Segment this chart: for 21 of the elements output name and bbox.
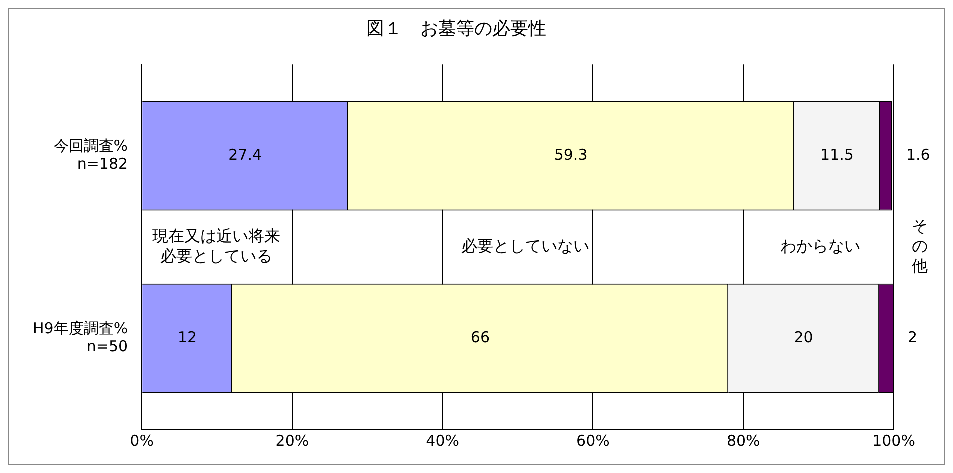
data-label: 2 bbox=[908, 328, 918, 347]
x-tick-label: 0% bbox=[130, 432, 154, 450]
data-label: 11.5 bbox=[820, 146, 854, 164]
y-tick-label: H9年度調査% n=50 bbox=[33, 320, 128, 356]
series-label: わからない bbox=[780, 236, 860, 256]
x-tick-label: 100% bbox=[872, 432, 916, 450]
x-tick-label: 40% bbox=[426, 432, 460, 450]
y-tick-label: 今回調査% n=182 bbox=[54, 136, 128, 173]
data-label: 66 bbox=[470, 328, 490, 347]
data-label: 1.6 bbox=[906, 146, 930, 164]
chart-title: 図１ お墓等の必要性 bbox=[366, 18, 546, 40]
x-tick-label: 60% bbox=[576, 432, 610, 450]
data-label: 12 bbox=[178, 328, 197, 347]
series-label: 必要としていない bbox=[462, 236, 590, 256]
series-label: その他 bbox=[912, 216, 928, 276]
data-label: 20 bbox=[794, 328, 814, 347]
data-label: 59.3 bbox=[554, 146, 588, 164]
x-tick-label: 20% bbox=[276, 432, 310, 450]
x-tick-label: 80% bbox=[726, 432, 760, 450]
data-label: 27.4 bbox=[228, 146, 262, 164]
series-label: 現在又は近い将来必要としている bbox=[152, 226, 280, 266]
